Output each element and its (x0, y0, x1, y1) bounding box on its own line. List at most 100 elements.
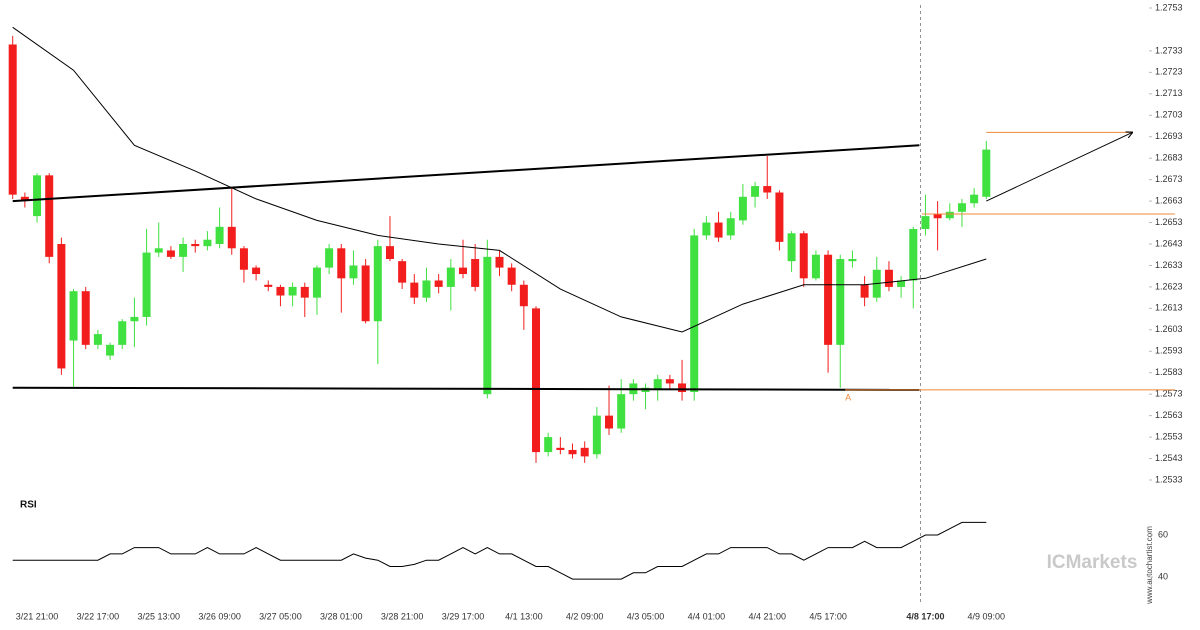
y-tick-label: 1.2673 (1155, 174, 1183, 184)
rsi-tick-label: 40 (1158, 571, 1168, 581)
candle-body (385, 246, 394, 260)
candle-body (179, 244, 188, 257)
candle-body (665, 379, 674, 384)
x-tick-label: 4/5 17:00 (809, 611, 847, 621)
candle-body (471, 259, 480, 287)
candle-body (690, 235, 699, 393)
candle-body (726, 218, 735, 236)
candle-body (909, 228, 918, 281)
x-tick-label: 3/29 17:00 (442, 611, 485, 621)
candle-body (811, 254, 820, 279)
candle-body (142, 252, 151, 317)
y-tick-label: 1.2703 (1155, 110, 1183, 120)
candle-body (678, 383, 687, 393)
rsi-title: RSI (20, 500, 37, 511)
rsi-tick-label: 60 (1158, 529, 1168, 539)
candle-body (580, 447, 589, 457)
candle-body (446, 267, 455, 287)
candle-body (836, 259, 845, 345)
y-tick-label: 1.2633 (1155, 260, 1183, 270)
candle-body (325, 248, 334, 268)
candle-body (349, 265, 358, 279)
candle-body (276, 286, 285, 296)
candle-body (373, 246, 382, 322)
candle-body (617, 394, 626, 429)
candle-body (738, 196, 747, 221)
candle-body (106, 344, 115, 356)
x-tick-label: 3/26 09:00 (198, 611, 241, 621)
y-tick-label: 1.2543 (1155, 453, 1183, 463)
candle-body (945, 211, 954, 219)
candle-body (532, 308, 541, 453)
y-tick-label: 1.2623 (1155, 281, 1183, 291)
candle-body (970, 194, 979, 204)
candle-body (191, 244, 200, 247)
y-tick-label: 1.2663 (1155, 195, 1183, 205)
candle-body (848, 259, 857, 262)
candle-body (166, 250, 175, 257)
y-tick-label: 1.2593 (1155, 346, 1183, 356)
y-tick-label: 1.2713 (1155, 88, 1183, 98)
y-tick-label: 1.2573 (1155, 389, 1183, 399)
candle-body (799, 233, 808, 279)
trend-line (12, 386, 920, 391)
candle-body (483, 256, 492, 395)
candle-body (33, 175, 42, 217)
candle-body (118, 321, 127, 345)
y-tick-label: 1.2603 (1155, 324, 1183, 334)
candle-body (57, 244, 66, 369)
candle-body (982, 149, 991, 197)
candle-body (93, 334, 102, 345)
x-tick-label: 3/28 01:00 (320, 611, 363, 621)
candle-body (495, 256, 504, 268)
watermark: ICMarkets (1047, 552, 1138, 573)
candle-body (422, 280, 431, 298)
candle-body (702, 222, 711, 236)
x-tick-label: 3/25 13:00 (137, 611, 180, 621)
y-tick-label: 1.2683 (1155, 153, 1183, 163)
candle-body (288, 286, 297, 296)
candle-body (45, 175, 54, 257)
y-tick-label: 1.2693 (1155, 131, 1183, 141)
candle-body (337, 248, 346, 279)
candle-body (458, 267, 467, 275)
candle-body (544, 437, 553, 453)
x-tick-label: 4/4 01:00 (688, 611, 726, 621)
moving-average (12, 26, 987, 333)
candle-body (81, 291, 90, 345)
y-tick-label: 1.2613 (1155, 303, 1183, 313)
candle-body (434, 280, 443, 287)
candle-body (20, 196, 29, 202)
candle-body (933, 213, 942, 219)
candle-body (410, 282, 419, 298)
candle-body (957, 203, 966, 212)
x-tick-label: 4/9 09:00 (968, 611, 1006, 621)
candle-body (556, 447, 565, 450)
x-tick-label: 4/4 21:00 (748, 611, 786, 621)
candle-body (203, 239, 212, 247)
candle-body (312, 267, 321, 298)
x-tick-label: 3/28 21:00 (381, 611, 424, 621)
candle-body (860, 284, 869, 298)
candle-body (215, 226, 224, 244)
candle-body (787, 233, 796, 262)
candle-body (897, 280, 906, 287)
candle-body (653, 379, 662, 390)
annotation: A (845, 392, 851, 402)
y-tick-label: 1.2643 (1155, 238, 1183, 248)
candle-body (264, 284, 273, 287)
x-tick-label: 3/22 17:00 (77, 611, 120, 621)
candle-body (714, 222, 723, 238)
x-tick-label: 4/3 05:00 (627, 611, 665, 621)
trend-line (12, 144, 920, 203)
y-tick-label: 1.2753 (1155, 2, 1183, 12)
candle-body (239, 248, 248, 270)
candle-body (824, 254, 833, 345)
candle-body (921, 216, 930, 229)
candle-body (763, 186, 772, 193)
candle-body (154, 248, 163, 253)
x-tick-label: 4/1 13:00 (505, 611, 543, 621)
candle-body (568, 449, 577, 455)
